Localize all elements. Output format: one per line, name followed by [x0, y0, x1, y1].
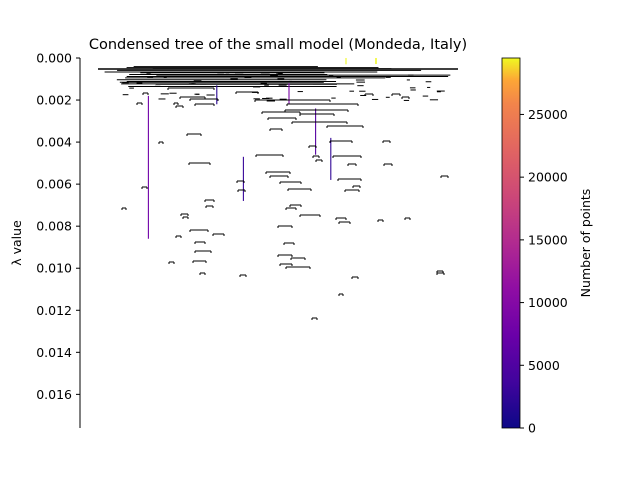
y-ticks: 0.000 0.002 0.004 0.006 0.008 0.010 0.012 0.014…	[36, 51, 80, 402]
colorbar-tick-label: 0	[528, 421, 536, 436]
y-tick-label: 0.002	[36, 93, 72, 108]
chart-title: Condensed tree of the small model (Monde…	[89, 37, 467, 53]
y-tick-label: 0.016	[36, 387, 72, 402]
colorbar-ticks: 0 5000 10000 15000 20000 25000	[520, 107, 568, 436]
y-tick-label: 0.008	[36, 219, 72, 234]
colorbar	[501, 57, 521, 429]
colorbar-label: Number of points	[578, 189, 593, 298]
y-tick-label: 0.014	[36, 345, 72, 360]
y-tick-label: 0.010	[36, 261, 72, 276]
y-axis-label: λ value	[9, 220, 24, 266]
y-tick-label: 0.006	[36, 177, 72, 192]
condensed-tree	[98, 58, 458, 320]
colorbar-tick-label: 20000	[528, 170, 568, 185]
colorbar-tick-label: 10000	[528, 295, 568, 310]
y-tick-label: 0.004	[36, 135, 72, 150]
colorbar-tick-label: 25000	[528, 107, 568, 122]
colorbar-tick-label: 5000	[528, 358, 560, 373]
y-tick-label: 0.000	[36, 51, 72, 66]
colorbar-tick-label: 15000	[528, 232, 568, 247]
y-tick-label: 0.012	[36, 303, 72, 318]
